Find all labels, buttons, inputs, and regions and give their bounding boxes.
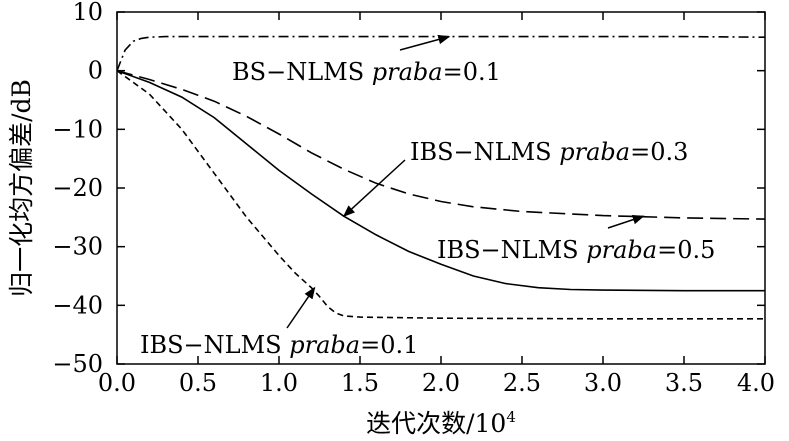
y-tick-label: −50 — [52, 350, 103, 378]
annotation-ibs05: IBS−NLMS praba=0.5 — [437, 236, 715, 264]
annotation-ibs01: IBS−NLMS praba=0.1 — [140, 331, 418, 359]
series-layer — [116, 35, 766, 320]
annotation-arrow-ibs03 — [342, 159, 406, 217]
x-tick-label: 0.0 — [98, 369, 136, 397]
x-tick-label: 3.5 — [665, 369, 703, 397]
series-line-bs01 — [116, 35, 766, 71]
annotation-arrow-bs01 — [399, 34, 451, 51]
y-tick-label: −40 — [52, 291, 103, 319]
x-ticks: 0.0 0.5 1.0 1.5 2.0 2.5 3.0 3.5 4.0 — [98, 12, 775, 397]
x-tick-label: 3.0 — [584, 369, 622, 397]
x-tick-label: 0.5 — [179, 369, 217, 397]
annotation-ibs03: IBS−NLMS praba=0.3 — [410, 138, 688, 166]
x-tick-label: 4.0 — [737, 369, 775, 397]
y-tick-label: −10 — [52, 115, 103, 143]
annotation-arrow-ibs01 — [286, 286, 316, 329]
x-tick-label: 1.5 — [341, 369, 379, 397]
x-tick-label: 2.5 — [503, 369, 541, 397]
x-axis-title: 迭代次数/104 — [366, 408, 516, 438]
series-line-ibs01 — [116, 70, 765, 320]
y-tick-label: 0 — [88, 57, 103, 85]
arrows-layer — [286, 34, 645, 329]
y-axis-title: 归一化均方偏差/dB — [7, 79, 36, 297]
annotation-bs01: BS−NLMS praba=0.1 — [232, 58, 501, 86]
series-line-ibs03 — [116, 69, 765, 292]
y-tick-label: 10 — [72, 0, 103, 26]
y-tick-label: −30 — [52, 233, 103, 261]
annotation-arrow-ibs05 — [607, 215, 645, 229]
x-tick-label: 2.0 — [422, 369, 460, 397]
y-ticks: 10 0 −10 −20 −30 −40 −50 — [52, 0, 765, 378]
x-tick-label: 1.0 — [260, 369, 298, 397]
series-line-ibs05 — [116, 69, 766, 220]
y-tick-label: −20 — [52, 174, 103, 202]
